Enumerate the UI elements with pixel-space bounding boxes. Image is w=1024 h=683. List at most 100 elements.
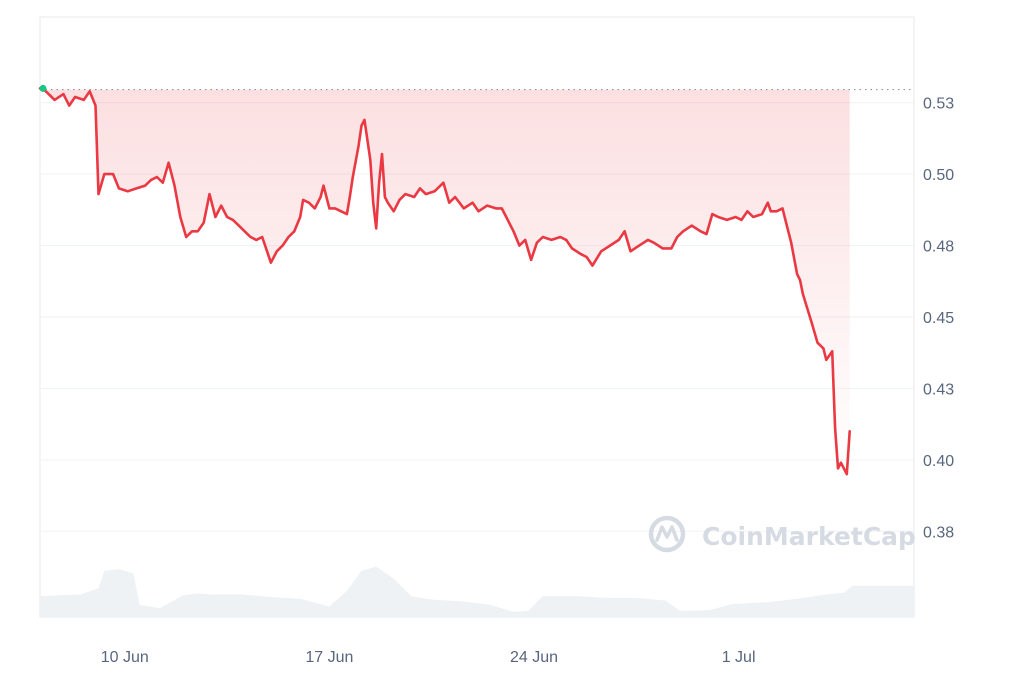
price-point xyxy=(837,467,839,470)
y-tick-label: 0.48 xyxy=(923,239,954,256)
price-point xyxy=(293,230,296,233)
price-point xyxy=(565,239,567,241)
price-point xyxy=(349,196,351,198)
price-point xyxy=(363,119,366,121)
y-axis: 0.53 0.50 0.48 0.45 0.43 0.40 0.38 xyxy=(923,96,954,542)
price-point xyxy=(369,159,372,161)
price-point xyxy=(384,196,386,198)
price-point xyxy=(542,236,544,238)
price-point xyxy=(653,241,655,244)
price-point xyxy=(711,213,714,215)
price-point xyxy=(501,207,503,210)
price-point xyxy=(118,187,120,190)
price-point xyxy=(352,176,354,178)
price-point xyxy=(150,179,152,181)
price-point xyxy=(74,96,76,98)
price-point xyxy=(162,181,164,184)
price-line xyxy=(38,87,851,476)
price-point xyxy=(848,430,851,433)
price-point xyxy=(214,216,217,218)
price-point xyxy=(831,350,833,353)
price-point xyxy=(308,201,310,204)
price-area-fill xyxy=(40,88,850,475)
price-point xyxy=(536,241,538,244)
price-point xyxy=(790,241,792,244)
watermark-text: CoinMarketCap xyxy=(702,522,916,551)
price-point xyxy=(580,253,582,255)
price-point xyxy=(398,199,401,201)
price-point xyxy=(267,253,269,255)
y-tick-label: 0.50 xyxy=(923,167,954,184)
price-point xyxy=(486,204,489,207)
price-point xyxy=(676,236,678,238)
price-point xyxy=(62,93,65,95)
price-point xyxy=(740,219,743,221)
price-point xyxy=(734,216,737,218)
price-point xyxy=(609,244,611,247)
price-point xyxy=(518,244,521,247)
price-point xyxy=(191,230,193,233)
price-point xyxy=(53,99,56,101)
price-point xyxy=(299,216,302,218)
price-point xyxy=(825,359,828,361)
price-point xyxy=(270,261,272,264)
price-point xyxy=(767,201,769,204)
price-point xyxy=(816,341,819,344)
price-point xyxy=(495,207,497,210)
price-point xyxy=(442,181,445,184)
y-tick-label: 0.40 xyxy=(923,453,954,470)
price-point xyxy=(796,273,798,275)
price-point xyxy=(781,207,784,210)
price-point xyxy=(477,210,480,213)
price-point xyxy=(322,184,325,187)
price-point xyxy=(173,184,176,187)
price-point xyxy=(94,104,97,107)
price-point xyxy=(506,219,509,221)
price-point xyxy=(629,250,632,253)
price-point xyxy=(287,236,290,238)
price-point xyxy=(717,216,719,218)
price-point xyxy=(413,196,416,198)
price-point xyxy=(454,196,456,198)
price-point xyxy=(144,184,146,187)
price-point xyxy=(463,207,465,210)
price-point xyxy=(550,239,553,241)
price-point xyxy=(752,216,754,218)
price-point xyxy=(68,104,70,107)
volume-layer xyxy=(40,566,914,617)
price-point xyxy=(375,227,378,230)
price-point xyxy=(226,216,228,218)
price-point xyxy=(220,204,222,207)
price-point xyxy=(647,239,649,241)
price-point xyxy=(834,427,836,430)
price-point xyxy=(83,99,85,101)
price-point xyxy=(328,207,331,210)
price-point xyxy=(726,219,728,221)
x-tick-label: 17 Jun xyxy=(305,649,353,666)
y-tick-label: 0.53 xyxy=(923,96,954,113)
price-point xyxy=(618,239,620,241)
price-point xyxy=(357,144,360,147)
price-point xyxy=(404,193,407,195)
price-point xyxy=(699,230,702,233)
volume-area xyxy=(40,566,914,617)
price-point xyxy=(746,210,749,213)
price-point xyxy=(775,210,778,213)
price-point xyxy=(761,213,763,215)
price-point xyxy=(585,256,588,258)
price-point xyxy=(156,176,158,178)
y-tick-label: 0.43 xyxy=(923,381,954,398)
price-point xyxy=(623,230,626,233)
price-point xyxy=(334,207,337,210)
price-point xyxy=(799,279,801,281)
price-point xyxy=(112,173,114,175)
price-point xyxy=(840,461,842,464)
x-tick-label: 10 Jun xyxy=(101,649,149,666)
price-point xyxy=(88,90,91,93)
price-point xyxy=(126,190,129,193)
price-point xyxy=(846,473,848,475)
price-point xyxy=(249,236,252,238)
price-point xyxy=(360,124,363,127)
price-point xyxy=(770,210,772,213)
